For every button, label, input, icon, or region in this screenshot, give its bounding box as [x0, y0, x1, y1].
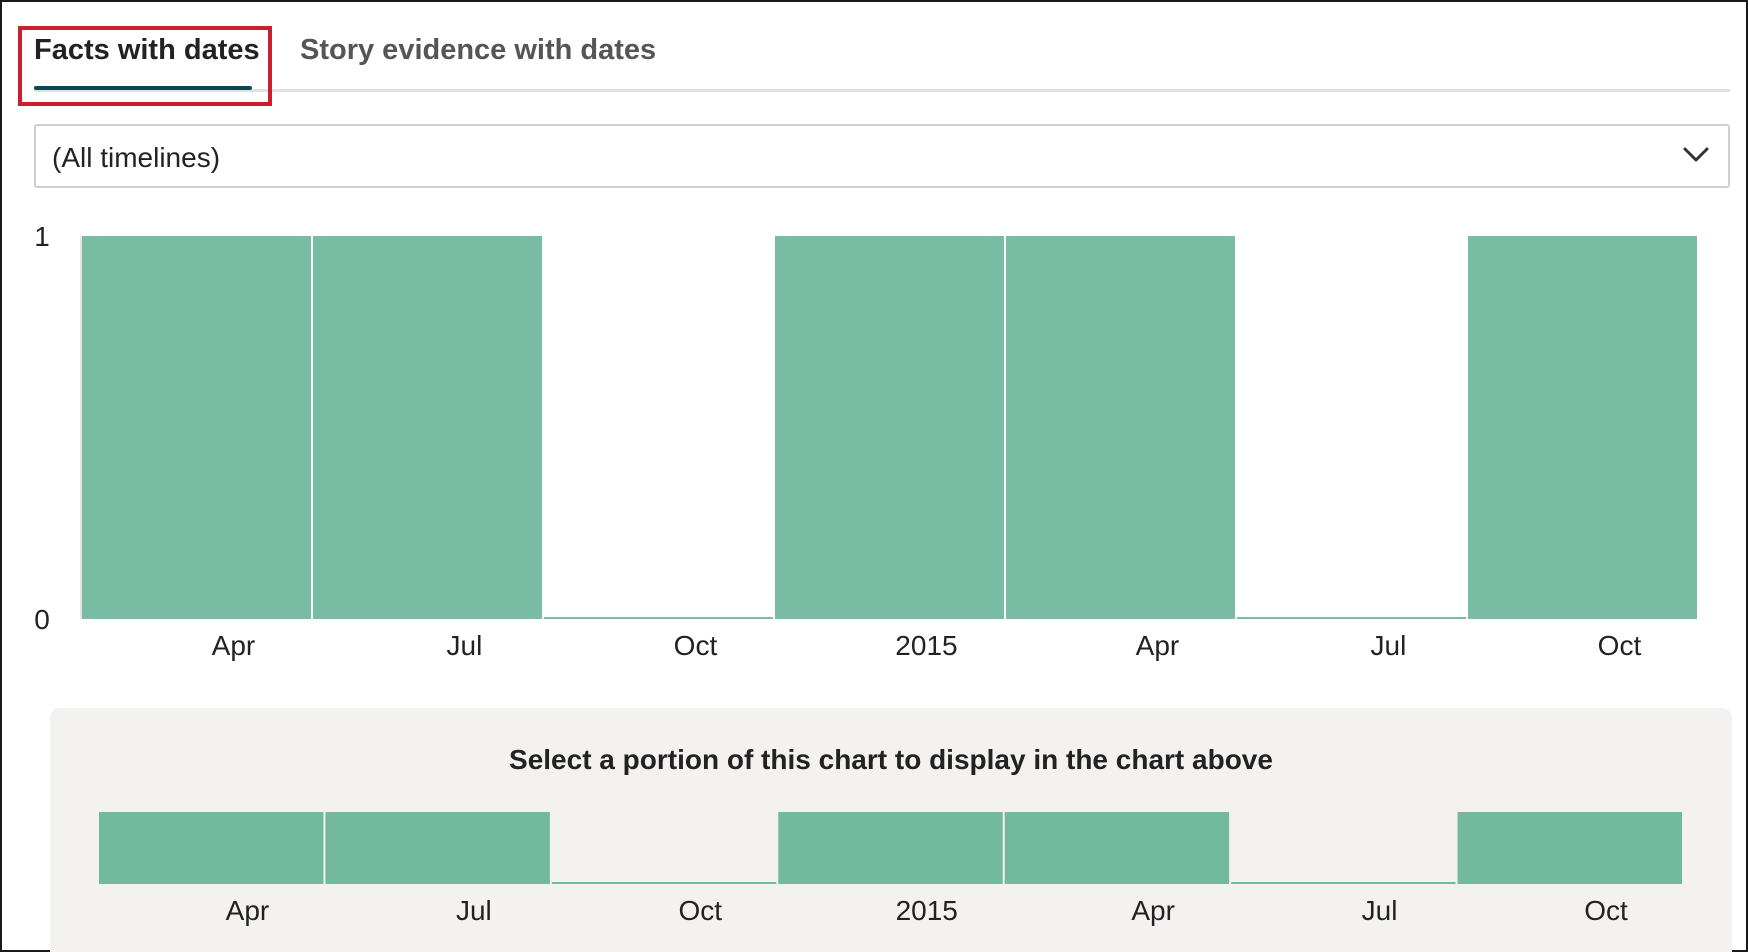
navigator-panel: Select a portion of this chart to displa… — [50, 708, 1732, 952]
x-tick-label: Jul — [456, 895, 492, 926]
bar-2014-Q2[interactable] — [313, 236, 542, 619]
timeline-select-value: (All timelines) — [52, 142, 221, 173]
x-tick-label: Apr — [226, 895, 270, 926]
bar-2015-Q3[interactable] — [1468, 236, 1697, 619]
tab-bar: Facts with dates Story evidence with dat… — [34, 20, 1730, 92]
tab-story-evidence-with-dates[interactable]: Story evidence with dates — [300, 34, 657, 66]
x-tick-label: 2015 — [896, 895, 958, 926]
navigator-chart[interactable]: Apr Jul Oct 2015 Apr Jul Oct — [50, 708, 1732, 952]
bar-2015-Q1[interactable] — [1004, 812, 1230, 884]
x-tick-label: Apr — [1136, 630, 1180, 661]
bar-2015-Q3[interactable] — [1457, 812, 1682, 884]
x-tick-label: Apr — [212, 630, 256, 661]
x-tick-label: Jul — [1371, 630, 1407, 661]
x-tick-label: Oct — [674, 630, 718, 661]
timeline-select[interactable]: (All timelines) — [34, 124, 1730, 188]
x-tick-label: Oct — [679, 895, 723, 926]
bar-2014-Q2[interactable] — [325, 812, 550, 884]
y-tick-label: 0 — [34, 604, 50, 635]
y-tick-label: 1 — [34, 221, 50, 252]
bar-2014-Q1[interactable] — [82, 236, 311, 619]
tab-highlight-box — [18, 26, 272, 106]
x-tick-label: Apr — [1131, 895, 1175, 926]
bar-2015-Q1[interactable] — [1006, 236, 1235, 619]
bar-2014-Q3[interactable] — [551, 882, 777, 884]
bar-2015-Q2[interactable] — [1231, 882, 1456, 884]
facts-bar-chart[interactable]: Apr Jul Oct 2015 Apr Jul Oct 0 1 — [0, 210, 1748, 680]
chevron-down-icon — [1683, 147, 1709, 162]
bar-2015-Q2[interactable] — [1237, 617, 1466, 619]
bar-2014-Q4[interactable] — [778, 812, 1003, 884]
tab-active-indicator — [34, 86, 252, 90]
navigator-title: Select a portion of this chart to displa… — [509, 744, 1273, 775]
x-tick-label: Oct — [1584, 895, 1628, 926]
bar-2014-Q3[interactable] — [544, 617, 773, 619]
x-tick-label: 2015 — [895, 630, 957, 661]
x-tick-label: Jul — [447, 630, 483, 661]
tab-facts-with-dates[interactable]: Facts with dates — [34, 34, 260, 66]
x-tick-label: Oct — [1598, 630, 1642, 661]
x-tick-label: Jul — [1362, 895, 1398, 926]
bar-2014-Q4[interactable] — [775, 236, 1004, 619]
bar-2014-Q1[interactable] — [99, 812, 324, 884]
